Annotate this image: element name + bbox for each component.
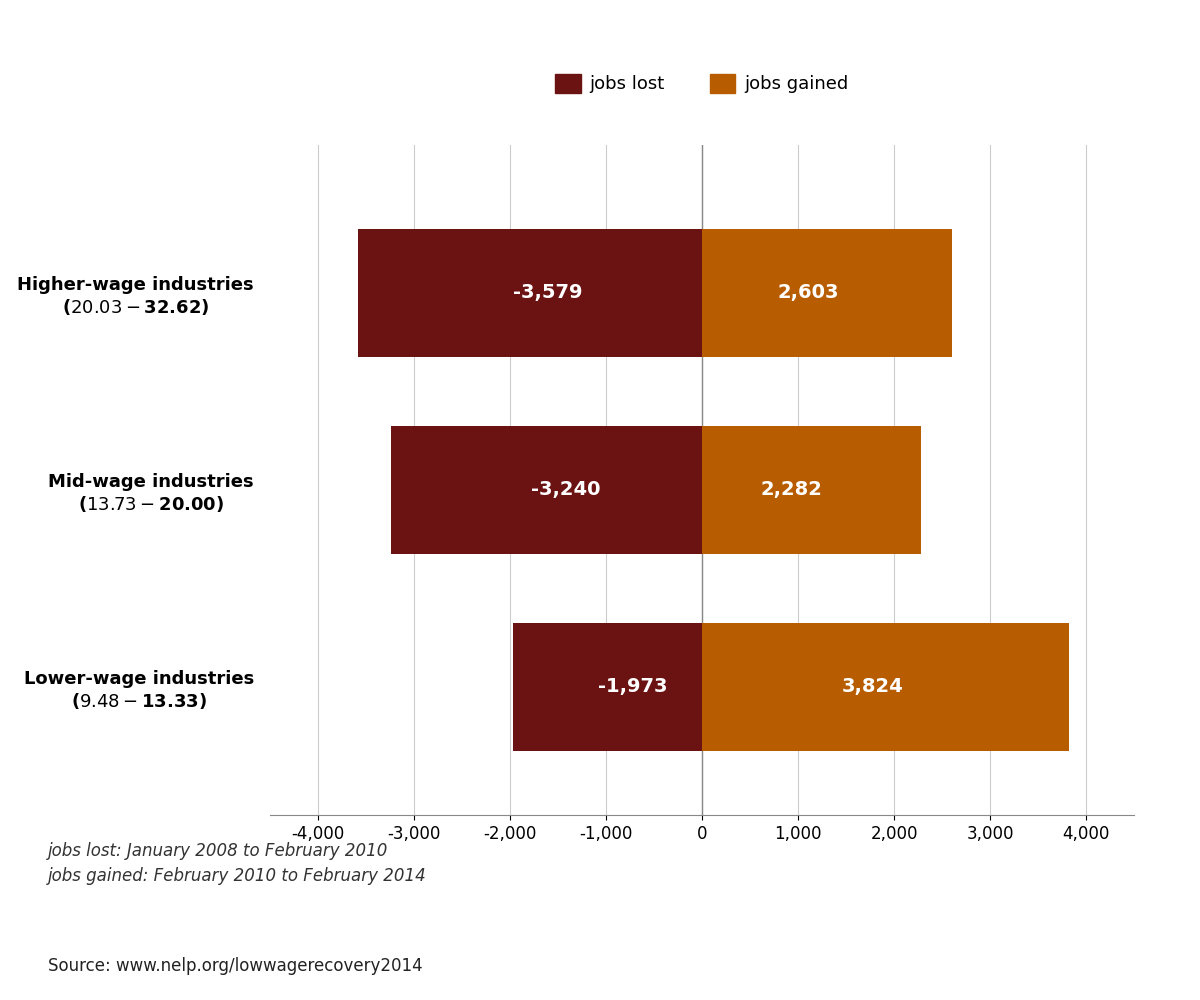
- Bar: [702, 623, 1069, 751]
- Bar: [702, 426, 922, 554]
- Text: Net Change in Private Sector Employment (in thousands): Net Change in Private Sector Employment …: [241, 35, 959, 60]
- Bar: [512, 623, 702, 751]
- Text: 2,282: 2,282: [761, 480, 822, 499]
- Text: -3,579: -3,579: [514, 283, 582, 302]
- Text: Source: www.nelp.org/lowwagerecovery2014: Source: www.nelp.org/lowwagerecovery2014: [48, 957, 422, 975]
- Text: -3,240: -3,240: [530, 480, 600, 499]
- Text: jobs gained: February 2010 to February 2014: jobs gained: February 2010 to February 2…: [48, 867, 427, 885]
- Bar: [391, 426, 702, 554]
- Text: 3,824: 3,824: [842, 677, 904, 696]
- Legend: jobs lost, jobs gained: jobs lost, jobs gained: [548, 67, 856, 101]
- Text: 2,603: 2,603: [778, 283, 840, 302]
- Bar: [359, 229, 702, 357]
- Text: -1,973: -1,973: [598, 677, 667, 696]
- Bar: [702, 229, 952, 357]
- Text: jobs lost: January 2008 to February 2010: jobs lost: January 2008 to February 2010: [48, 842, 389, 860]
